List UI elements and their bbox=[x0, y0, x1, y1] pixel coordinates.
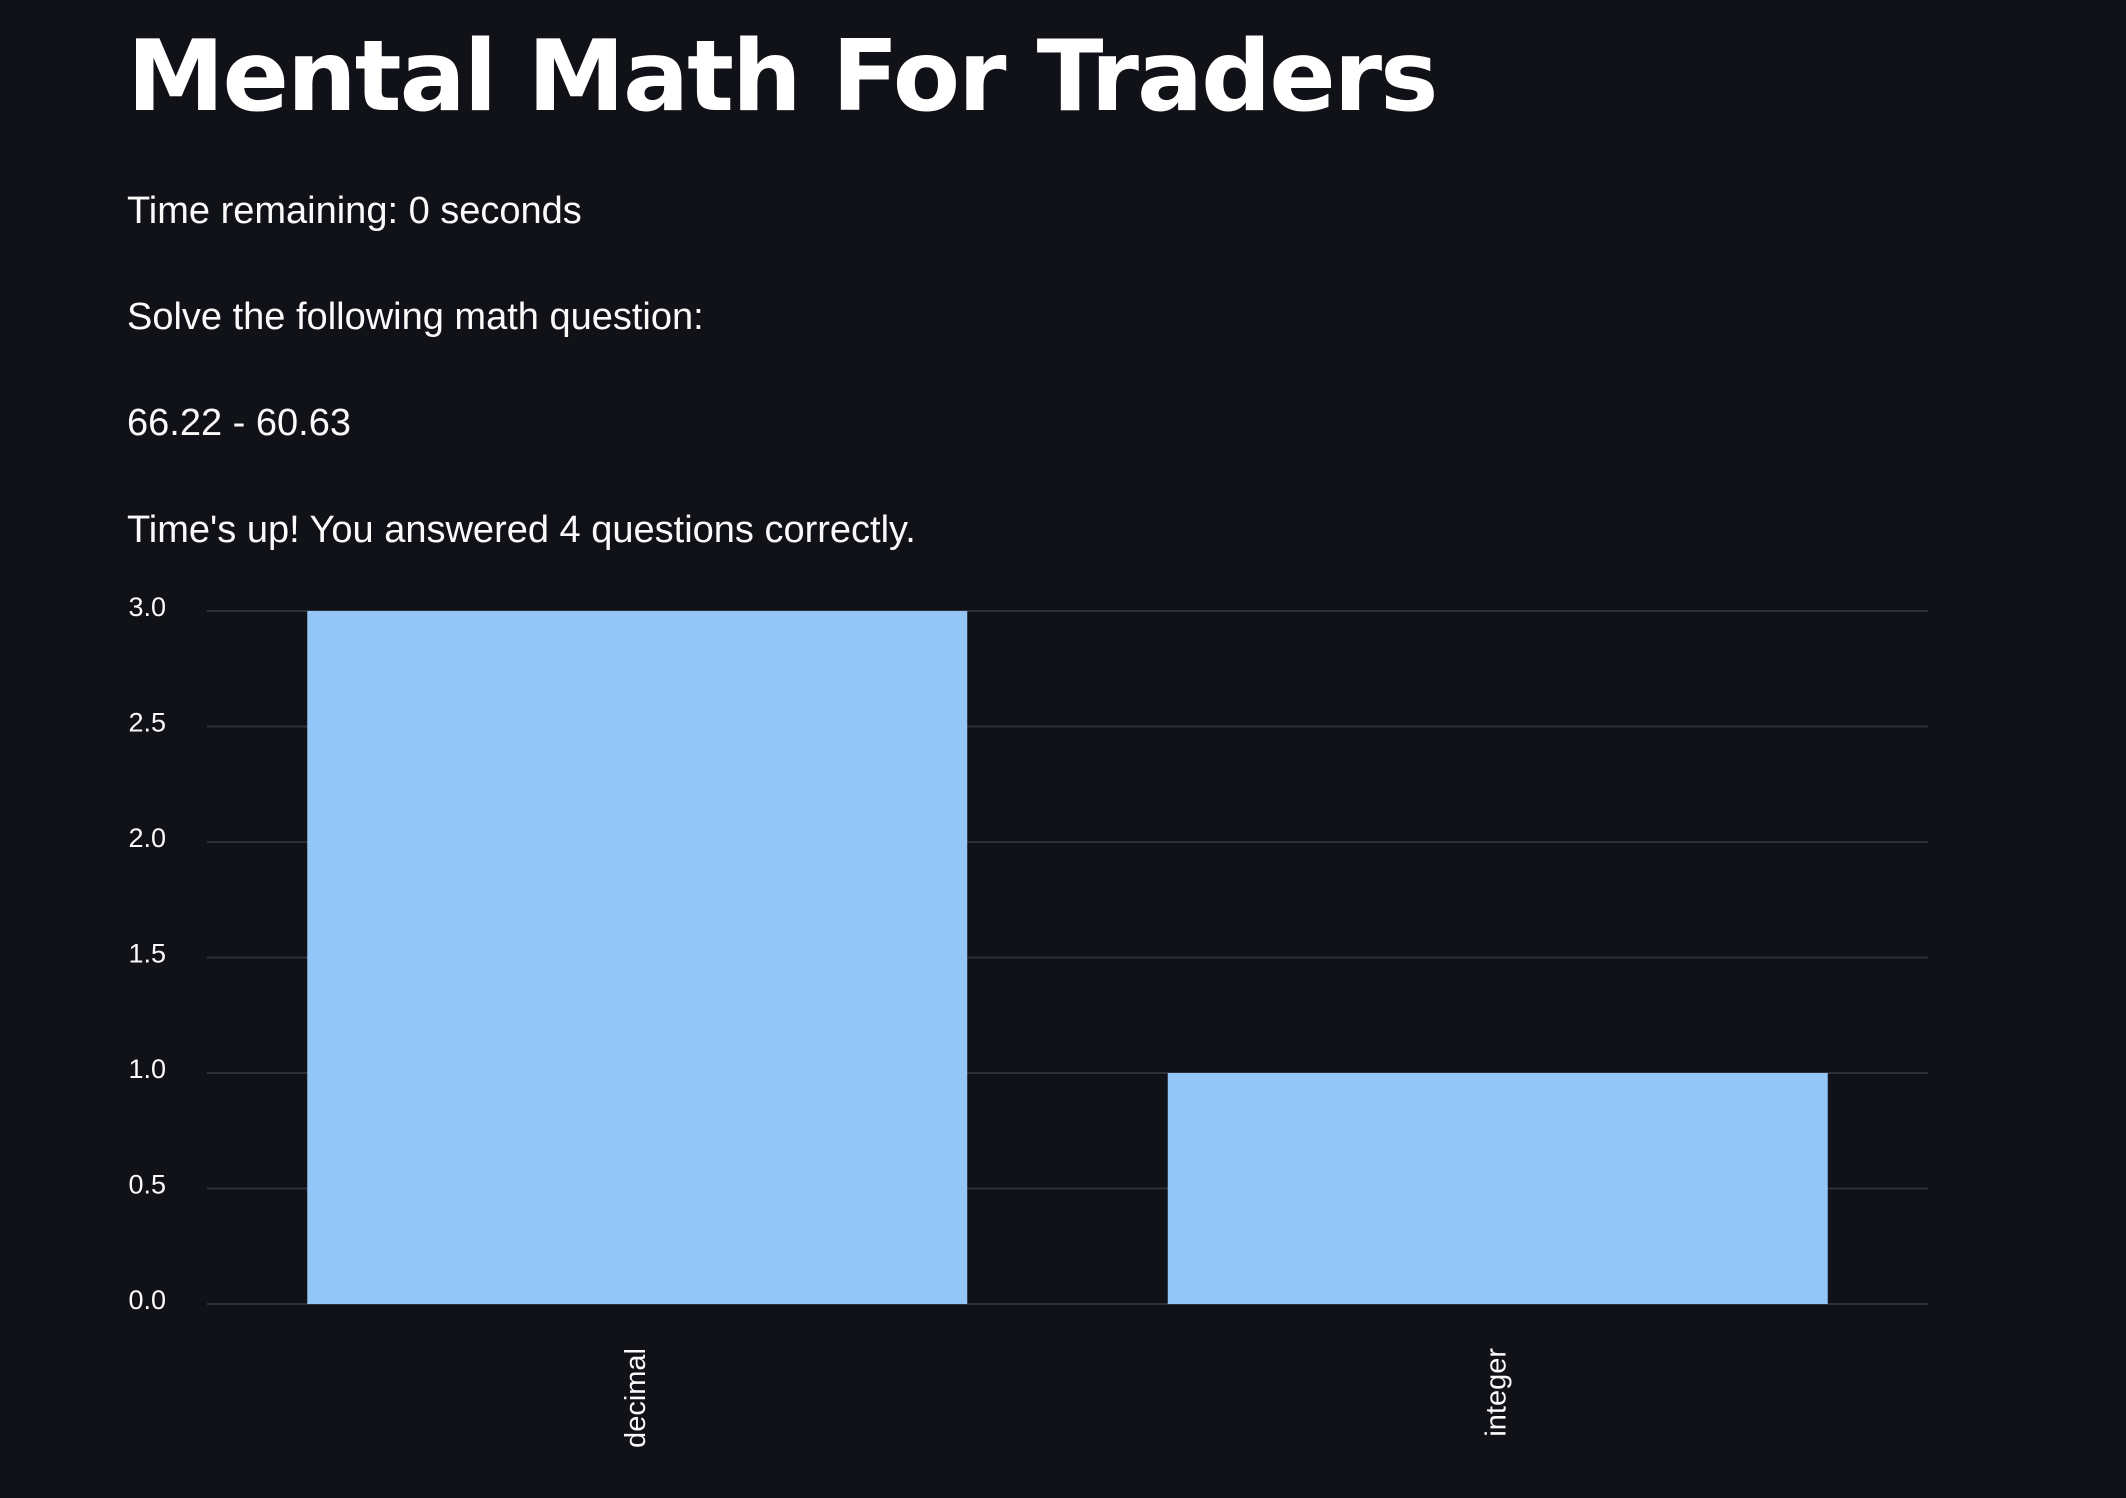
timer-text: Time remaining: 0 seconds bbox=[127, 190, 582, 232]
bar-integer[interactable] bbox=[1167, 1073, 1828, 1304]
y-tick-label: 0.0 bbox=[128, 1285, 166, 1315]
result-message: Time's up! You answered 4 questions corr… bbox=[127, 509, 916, 551]
y-tick-label: 1.5 bbox=[128, 939, 166, 969]
y-tick-label: 2.0 bbox=[128, 823, 166, 853]
y-tick-label: 1.0 bbox=[128, 1054, 166, 1084]
x-category-label: integer bbox=[1480, 1348, 1512, 1437]
bar-decimal[interactable] bbox=[307, 611, 968, 1304]
y-tick-label: 2.5 bbox=[128, 708, 166, 738]
x-axis-labels: decimal integer bbox=[620, 1348, 1513, 1448]
chart-bars bbox=[307, 611, 1828, 1304]
y-axis-ticks: 0.0 0.5 1.0 1.5 2.0 2.5 3.0 bbox=[128, 592, 166, 1315]
math-question: 66.22 - 60.63 bbox=[127, 402, 351, 444]
question-prompt: Solve the following math question: bbox=[127, 296, 704, 338]
x-category-label: decimal bbox=[620, 1348, 652, 1448]
y-tick-label: 0.5 bbox=[128, 1170, 166, 1200]
page-title: Mental Math For Traders bbox=[127, 20, 1438, 134]
y-tick-label: 3.0 bbox=[128, 592, 166, 622]
